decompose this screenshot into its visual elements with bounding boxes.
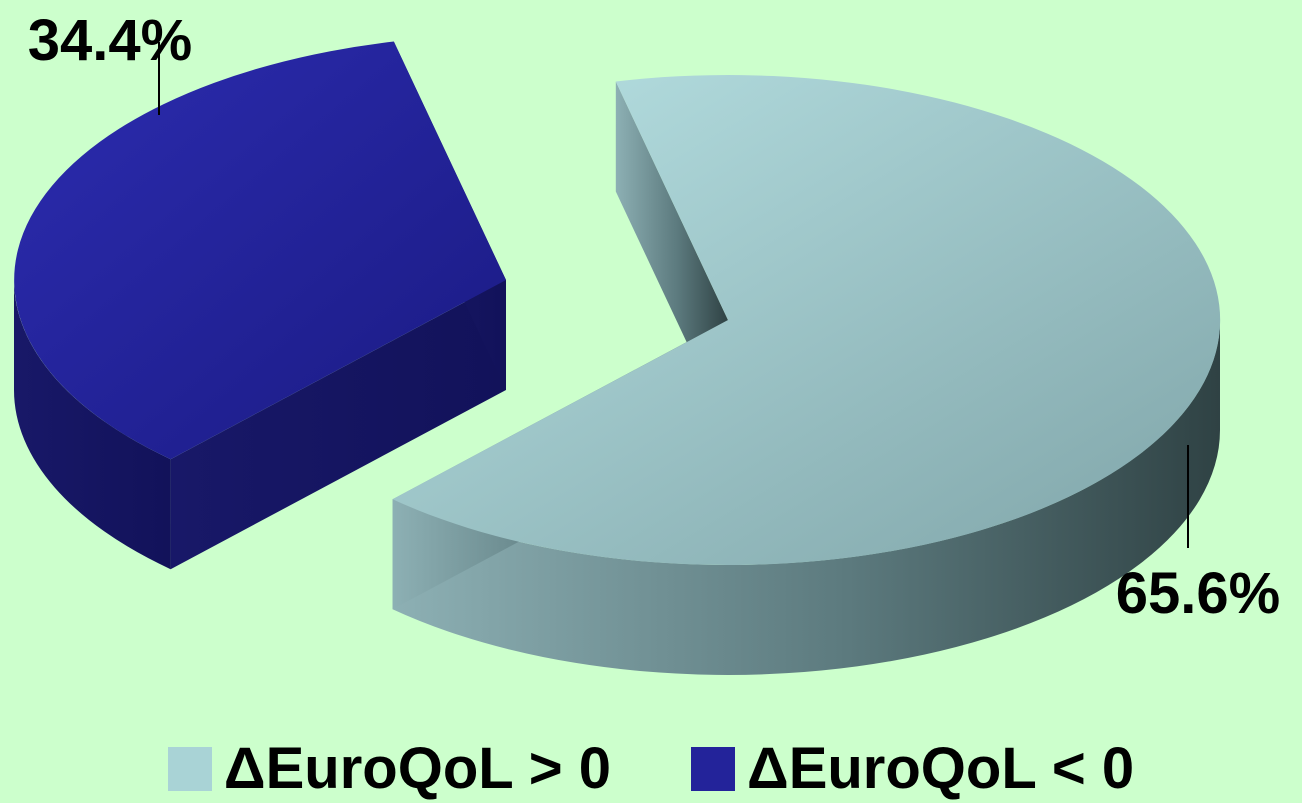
legend-item-positive: ΔEuroQoL > 0 xyxy=(167,736,611,801)
legend-swatch-negative xyxy=(691,747,735,791)
pie-plot-area: 65.6% 34.4% xyxy=(14,8,1280,675)
legend: ΔEuroQoL > 0 ΔEuroQoL < 0 xyxy=(0,740,1302,798)
slice-negative xyxy=(14,41,507,460)
data-label-negative: 34.4% xyxy=(28,8,192,73)
data-label-positive: 65.6% xyxy=(1116,561,1280,626)
legend-label-positive: ΔEuroQoL > 0 xyxy=(223,736,611,801)
slice-positive xyxy=(392,75,1221,566)
slice-side-positive-0 xyxy=(392,320,1221,675)
legend-label-negative: ΔEuroQoL < 0 xyxy=(747,736,1135,801)
legend-item-negative: ΔEuroQoL < 0 xyxy=(691,740,1134,798)
slice-side-negative-0 xyxy=(14,280,171,570)
legend-swatch-positive xyxy=(167,747,212,791)
slice-wall-negative-0 xyxy=(170,280,506,570)
